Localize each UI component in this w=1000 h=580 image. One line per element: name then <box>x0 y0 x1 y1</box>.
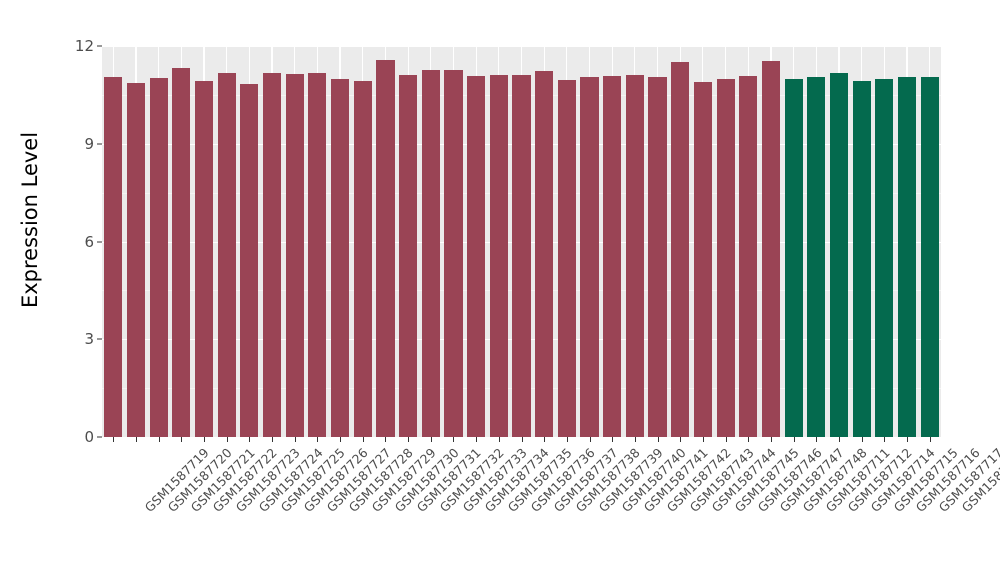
x-axis-tick-mark <box>906 437 908 442</box>
y-axis-tick-label: 6 <box>84 232 94 251</box>
x-axis-tick-mark <box>748 437 750 442</box>
x-axis-tick-mark <box>816 437 818 442</box>
x-axis-tick-mark <box>294 437 296 442</box>
x-axis-tick-mark <box>158 437 160 442</box>
x-axis-tick-mark <box>204 437 206 442</box>
x-axis-tick-mark <box>884 437 886 442</box>
x-axis-tick-mark <box>702 437 704 442</box>
x-axis-tick-mark <box>929 437 931 442</box>
bar <box>920 76 939 437</box>
bar <box>331 78 350 437</box>
y-axis-tick-label: 12 <box>74 37 94 55</box>
x-axis-tick-mark <box>476 437 478 442</box>
bar <box>807 76 826 437</box>
bar <box>126 82 146 437</box>
bar <box>421 69 440 437</box>
x-axis-tick-mark <box>317 437 319 442</box>
x-axis-tick-mark <box>770 437 772 442</box>
x-axis-tick-mark <box>272 437 274 442</box>
x-axis-tick-mark <box>521 437 523 442</box>
y-axis-tick-mark <box>97 338 102 340</box>
x-axis-tick-mark <box>181 437 183 442</box>
bar <box>829 72 848 437</box>
x-axis-tick-mark <box>340 437 342 442</box>
y-axis-title-label: Expression Level <box>18 131 43 309</box>
bar <box>149 77 168 437</box>
bar <box>761 60 780 437</box>
x-axis-tick-mark <box>408 437 410 442</box>
bar <box>897 77 917 437</box>
bar <box>285 74 304 437</box>
bar <box>557 79 576 437</box>
x-axis-tick-mark <box>430 437 432 442</box>
bar <box>784 79 803 437</box>
bar <box>467 76 486 437</box>
x-axis-tick-mark <box>793 437 795 442</box>
bar <box>262 73 282 437</box>
x-axis-tick-mark <box>838 437 840 442</box>
y-axis-tick-mark <box>97 45 102 47</box>
y-axis-tick-label: 0 <box>84 428 94 446</box>
bar <box>693 81 712 437</box>
bar <box>580 76 599 437</box>
bar <box>353 80 372 437</box>
x-axis-tick-mark <box>566 437 568 442</box>
y-axis-tick-mark <box>97 241 102 242</box>
bar <box>648 76 667 437</box>
bar <box>399 74 418 437</box>
x-axis-tick-mark <box>226 437 228 442</box>
bar <box>444 70 463 437</box>
bar <box>852 81 871 437</box>
bar <box>489 75 508 437</box>
x-axis-tick-mark <box>680 437 682 442</box>
bar <box>376 59 395 437</box>
plot-panel <box>102 46 941 437</box>
bar <box>716 78 735 437</box>
bar <box>603 76 622 437</box>
bar <box>625 75 644 437</box>
x-axis-tick-mark <box>657 437 659 442</box>
bar <box>512 74 531 437</box>
bar <box>308 73 327 437</box>
x-axis-tick-mark <box>113 437 115 442</box>
x-axis-tick-mark <box>136 437 137 442</box>
y-axis: 0 3 6 9 12 <box>60 0 102 580</box>
bar <box>671 61 690 437</box>
x-axis-tick-mark <box>725 437 727 442</box>
y-axis-tick-mark <box>97 436 102 438</box>
bar <box>535 70 554 437</box>
bar <box>240 84 259 437</box>
y-axis-tick-label: 9 <box>84 134 94 153</box>
bar <box>875 78 894 437</box>
bar <box>104 76 123 437</box>
x-axis-tick-mark <box>589 437 591 442</box>
y-axis-tick-label: 3 <box>84 330 94 349</box>
bar <box>194 81 214 437</box>
x-axis-tick-mark <box>498 437 500 442</box>
x-axis-tick-mark <box>385 437 387 442</box>
x-axis-tick-mark <box>861 437 863 442</box>
y-axis-tick-mark <box>97 143 102 145</box>
x-axis: GSM1587719 GSM1587720 GSM1587721 GSM1587722… <box>102 437 1000 580</box>
y-axis-title: Expression Level <box>0 0 60 440</box>
x-axis-tick-mark <box>249 437 251 442</box>
bar <box>217 72 236 437</box>
x-axis-tick-mark <box>362 437 364 442</box>
x-axis-tick-mark <box>612 437 614 442</box>
x-axis-tick-mark <box>634 437 636 442</box>
bar <box>172 68 191 437</box>
x-axis-tick-mark <box>544 437 546 442</box>
bar <box>739 76 758 437</box>
x-axis-tick-mark <box>453 437 455 442</box>
